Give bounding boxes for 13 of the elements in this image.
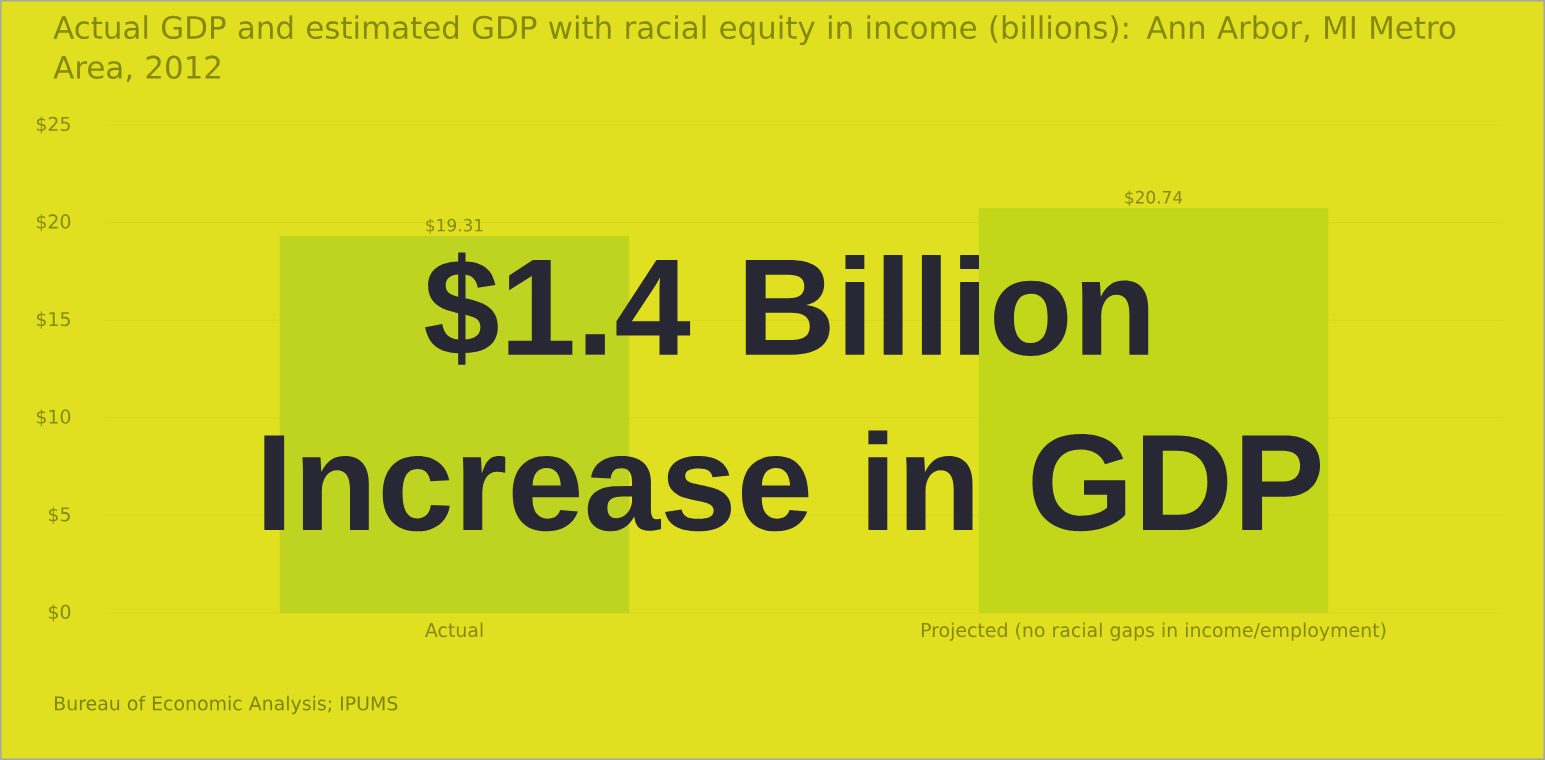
x-tick-label: Projected (no racial gaps in income/employment) xyxy=(921,622,1386,641)
data-label: $20.74 xyxy=(1125,190,1183,206)
text: Bureau of Economic Analysis; IPUMS xyxy=(55,695,398,715)
chart-title: Actual GDP and estimated GDP with racial equity in income (billions): Ann Arbor, MI Metro Area, 2012 xyxy=(53,15,1456,83)
y-tick-label: $5 xyxy=(48,506,70,524)
x-tick-label: Actual xyxy=(425,622,483,638)
y-tick-label: $0 xyxy=(48,604,71,622)
y-tick-label: $15 xyxy=(36,311,70,329)
y-tick-label: $25 xyxy=(36,116,70,134)
annotation: $1.4 Billion Increase in GDP xyxy=(264,252,1321,532)
y-tick-label: $10 xyxy=(36,409,71,427)
y-tick-label: $20 xyxy=(36,214,71,232)
data-label: $19.31 xyxy=(426,218,483,234)
